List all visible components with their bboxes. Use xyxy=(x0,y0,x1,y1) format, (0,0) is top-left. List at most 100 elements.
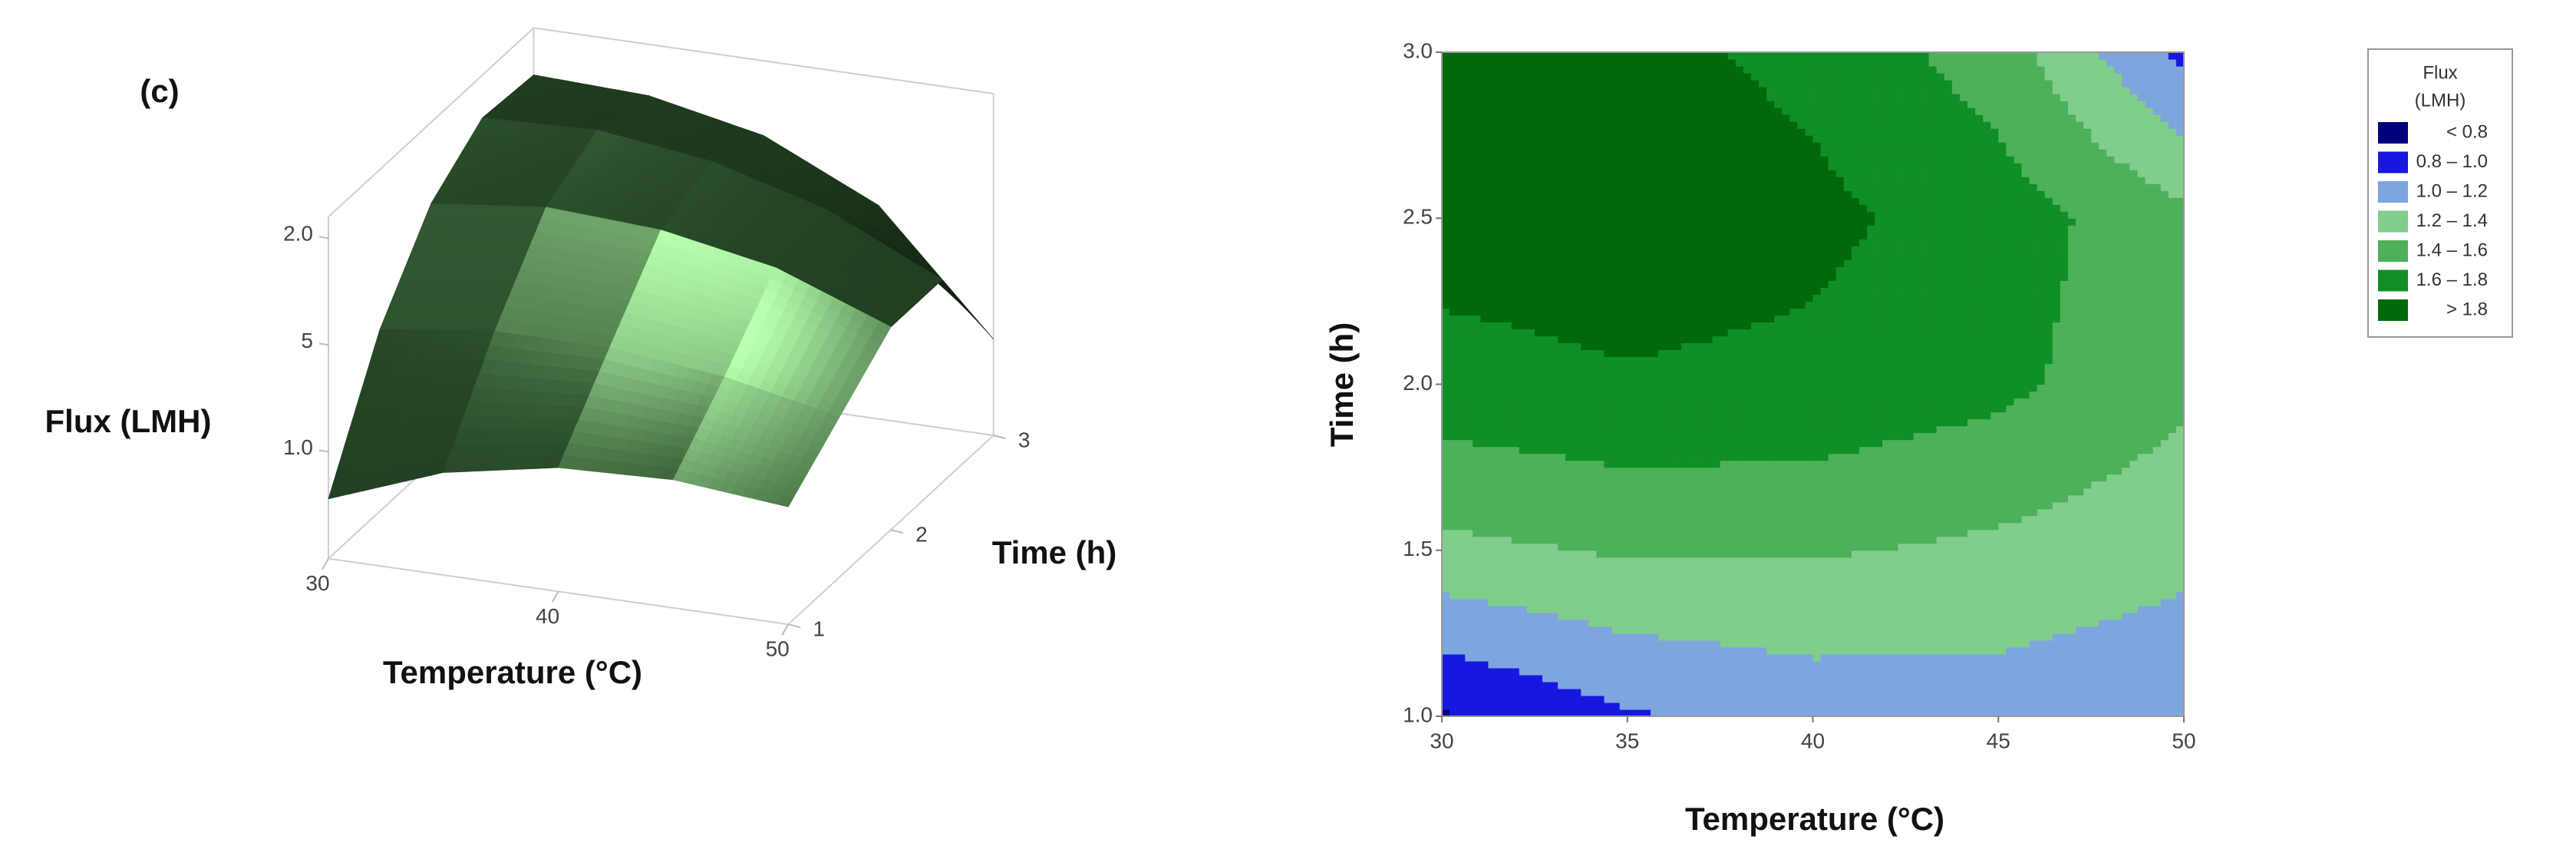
contour-cell xyxy=(1674,591,1682,600)
contour-cell xyxy=(1465,446,1473,454)
contour-cell xyxy=(1674,550,1682,558)
contour-cell xyxy=(1650,577,1659,586)
contour-cell xyxy=(1735,646,1744,655)
contour-cell xyxy=(1558,287,1566,295)
contour-cell xyxy=(1534,342,1543,351)
contour-cell xyxy=(1681,688,1690,696)
contour-cell xyxy=(1480,52,1489,60)
contour-cell xyxy=(1503,315,1512,323)
contour-cell xyxy=(1727,460,1737,468)
contour-cell xyxy=(1581,432,1589,441)
contour-cell xyxy=(1465,488,1473,496)
contour-cell xyxy=(1789,619,1798,627)
contour-cell xyxy=(1542,52,1551,60)
contour-cell xyxy=(1534,584,1543,593)
contour-cell xyxy=(1465,218,1473,226)
contour-cell xyxy=(1465,501,1473,510)
contour-cell xyxy=(1473,646,1481,655)
contour-cell xyxy=(1450,80,1458,88)
contour-cell xyxy=(1573,322,1582,330)
contour-cell xyxy=(1442,536,1450,544)
contour-cell xyxy=(1457,211,1466,219)
contour-cell xyxy=(1519,646,1528,655)
contour-cell xyxy=(1511,577,1520,586)
contour-cell xyxy=(1611,453,1621,461)
contour-cell xyxy=(1558,660,1566,669)
contour-cell xyxy=(1743,702,1752,710)
contour-cell xyxy=(1573,232,1582,240)
contour-cell xyxy=(1511,335,1520,344)
contour-cell xyxy=(1542,584,1551,593)
contour-cell xyxy=(1750,557,1760,565)
contour-cell xyxy=(1573,418,1582,427)
contour-cell xyxy=(1604,543,1613,551)
contour-cell xyxy=(1697,405,1706,413)
contour-cell xyxy=(1457,363,1466,372)
contour-cell xyxy=(1797,584,1806,593)
contour-cell xyxy=(1534,695,1543,703)
contour-cell xyxy=(1588,660,1598,669)
contour-cell xyxy=(1480,425,1489,434)
contour-cell xyxy=(1650,557,1659,565)
contour-cell xyxy=(1534,308,1543,316)
contour-cell xyxy=(1465,481,1473,489)
contour-cell xyxy=(1457,412,1466,420)
contour-cell xyxy=(1750,432,1760,441)
contour-cell xyxy=(1488,494,1497,503)
contour-cell xyxy=(1442,66,1450,74)
contour-cell xyxy=(1488,543,1497,551)
contour-cell xyxy=(1473,287,1481,295)
contour-cell xyxy=(1473,363,1481,372)
contour-cell xyxy=(1496,149,1505,157)
contour-cell xyxy=(1558,398,1566,406)
contour-cell xyxy=(1611,391,1621,399)
contour-cell xyxy=(1581,114,1589,122)
contour-cell xyxy=(1619,474,1628,482)
contour-cell xyxy=(1519,121,1528,129)
contour-cell xyxy=(1604,329,1613,337)
contour-cell xyxy=(1450,377,1458,385)
contour-cell xyxy=(1750,529,1760,537)
contour-cell xyxy=(1588,239,1598,246)
contour-cell xyxy=(1550,121,1558,129)
contour-cell xyxy=(1805,667,1814,676)
contour-cell xyxy=(1542,142,1551,150)
contour-cell xyxy=(1488,688,1497,696)
contour-cell xyxy=(1457,384,1466,392)
contour-cell xyxy=(1782,564,1790,572)
contour-cell xyxy=(1457,467,1466,475)
contour-cell xyxy=(1503,570,1512,579)
contour-cell xyxy=(1596,626,1605,634)
contour-cell xyxy=(1697,425,1706,434)
contour-cell xyxy=(1558,66,1566,74)
contour-cell xyxy=(1611,156,1621,164)
contour-cell xyxy=(1797,640,1806,648)
contour-cell xyxy=(1480,273,1489,281)
contour-cell xyxy=(1619,494,1628,503)
contour-cell xyxy=(1588,149,1598,157)
contour-cell xyxy=(1774,412,1783,420)
contour-cell xyxy=(1565,660,1574,669)
contour-cell xyxy=(1480,121,1489,129)
contour-cell xyxy=(1503,564,1512,572)
contour-cell xyxy=(1596,218,1605,226)
contour-cell xyxy=(1596,453,1605,461)
contour-cell xyxy=(1480,543,1489,551)
contour-cell xyxy=(1480,329,1489,337)
contour-cell xyxy=(1720,570,1729,579)
contour-cell xyxy=(1480,488,1489,496)
contour-cell xyxy=(1619,370,1628,378)
contour-cell xyxy=(1750,598,1760,607)
contour-cell xyxy=(1534,128,1543,136)
contour-cell xyxy=(1697,695,1706,703)
contour-cell xyxy=(1519,619,1528,627)
contour-cell xyxy=(1526,114,1535,122)
contour-cell xyxy=(1588,453,1598,461)
contour-cell xyxy=(1457,626,1466,634)
contour-cell xyxy=(1581,377,1589,385)
contour-cell xyxy=(1519,702,1528,710)
contour-cell xyxy=(1550,66,1558,74)
contour-cell xyxy=(1496,329,1505,337)
contour-cell xyxy=(1511,619,1520,627)
contour-cell xyxy=(1789,688,1798,696)
